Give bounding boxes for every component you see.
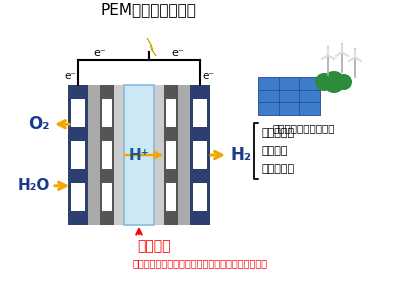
Bar	[100, 85, 114, 225]
Circle shape	[323, 71, 345, 93]
Bar	[190, 85, 210, 225]
Bar	[71, 141, 85, 169]
Text: 太陽光・風力発電など: 太陽光・風力発電など	[273, 123, 335, 133]
Bar	[193, 183, 207, 211]
Text: e⁻: e⁻	[94, 48, 106, 58]
Bar	[193, 141, 207, 169]
Bar	[193, 99, 207, 127]
Text: ・燃料電池: ・燃料電池	[262, 128, 295, 138]
Bar	[114, 85, 124, 225]
Bar	[102, 183, 112, 211]
Circle shape	[336, 74, 352, 90]
Text: PEM水電解システム: PEM水電解システム	[100, 2, 196, 17]
Text: O₂: O₂	[28, 115, 50, 133]
Bar	[258, 77, 320, 115]
Bar	[166, 183, 176, 211]
Bar	[71, 183, 85, 211]
Bar	[71, 99, 85, 127]
Polygon shape	[147, 38, 156, 56]
Bar	[124, 85, 154, 225]
Bar	[102, 141, 112, 169]
Text: e⁻: e⁻	[172, 48, 184, 58]
Bar	[68, 85, 88, 225]
Bar	[164, 85, 178, 225]
Text: H₂O: H₂O	[18, 178, 50, 193]
Text: H⁺: H⁺	[129, 148, 149, 163]
Bar	[166, 141, 176, 169]
Text: e⁻: e⁻	[64, 71, 76, 81]
Text: e⁻: e⁻	[202, 71, 214, 81]
Bar	[166, 99, 176, 127]
Circle shape	[315, 73, 333, 91]
Bar	[102, 99, 112, 127]
Text: （ポイント：高性能化と希少元素の使用量低減　）: （ポイント：高性能化と希少元素の使用量低減 ）	[132, 258, 268, 268]
Bar	[88, 85, 100, 225]
Text: ・化学品: ・化学品	[262, 146, 288, 156]
Bar	[154, 85, 164, 225]
Text: ・合成燃料: ・合成燃料	[262, 164, 295, 174]
Text: 開発觸媒: 開発觸媒	[137, 239, 171, 253]
Text: H₂: H₂	[230, 146, 251, 164]
Bar	[178, 85, 190, 225]
